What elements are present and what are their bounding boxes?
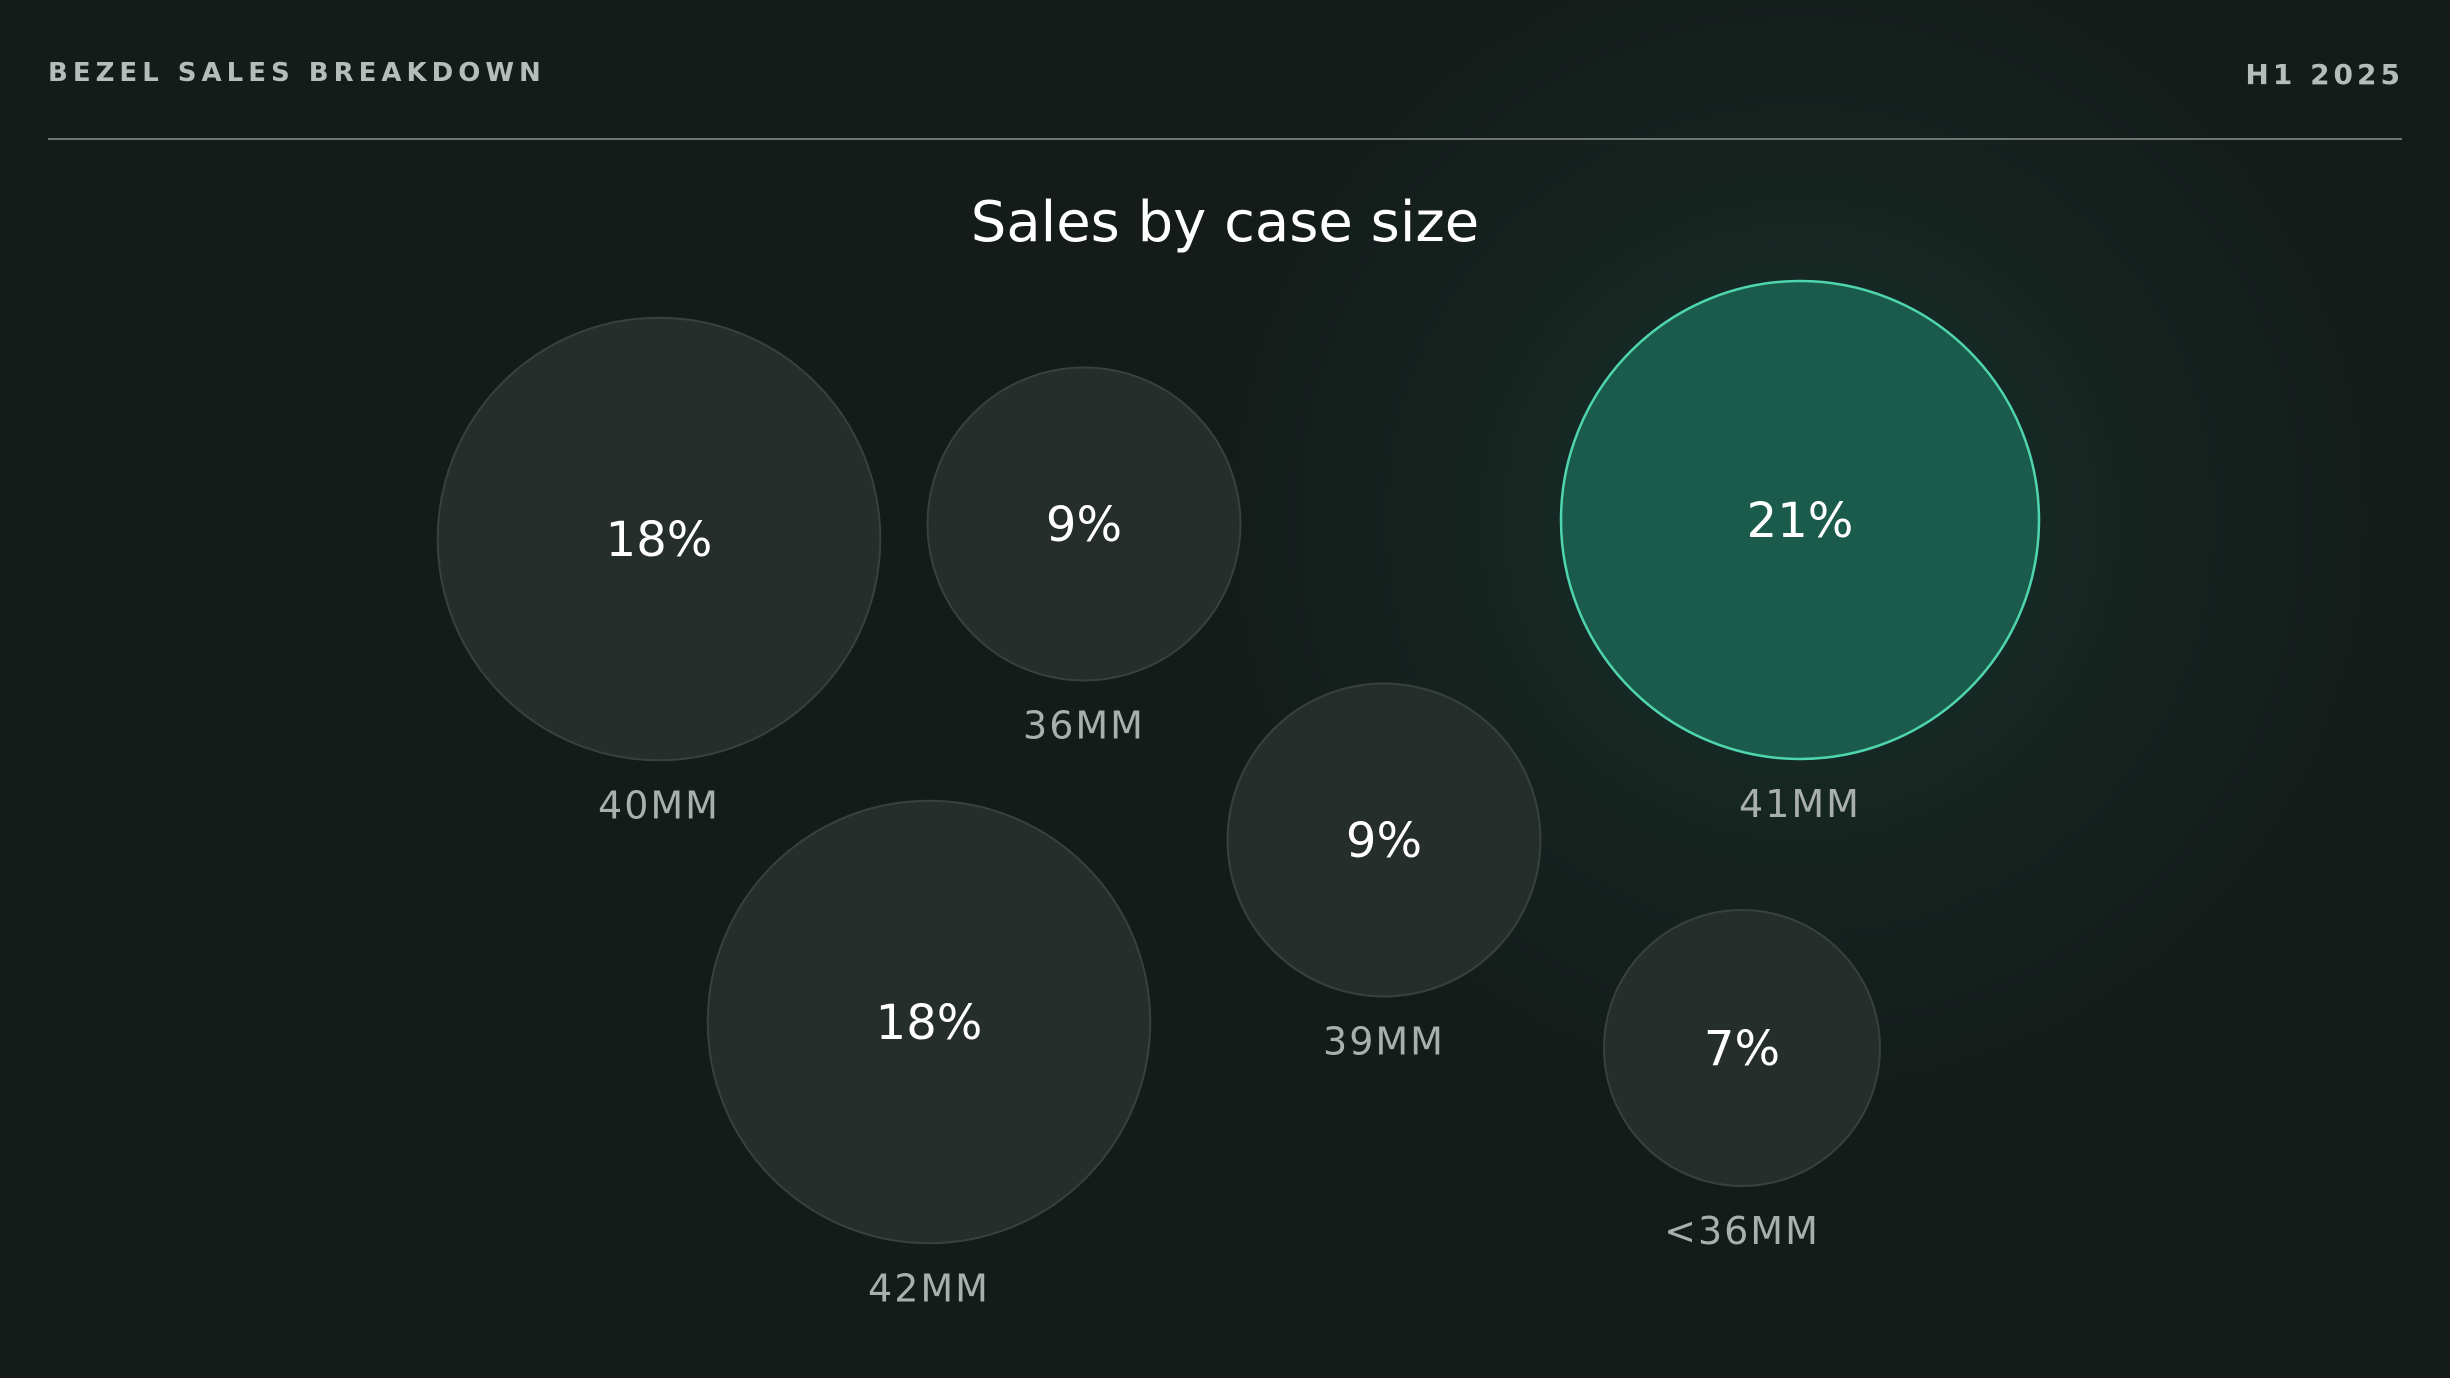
report-title: BEZEL SALES BREAKDOWN — [48, 58, 546, 88]
bubble-value-39mm: 9% — [1346, 813, 1422, 869]
bubble-circle-42mm — [706, 799, 1152, 1245]
bubble-41mm: 21% 41MM — [1559, 279, 2041, 826]
header-divider — [48, 138, 2402, 140]
bubble-value-42mm: 18% — [876, 995, 983, 1051]
bubble-42mm: 18% 42MM — [706, 799, 1152, 1310]
bubble-label-39mm: 39MM — [1323, 1019, 1445, 1063]
bubble-circle-41mm — [1559, 279, 2041, 761]
bubble-value-40mm: 18% — [606, 512, 713, 568]
bubble-value-36mm: 7% — [1704, 1021, 1780, 1077]
chart-title: Sales by case size — [970, 190, 1480, 255]
bubble-36mm: 7% <36MM — [1603, 909, 1881, 1253]
bubble-circle-36mm — [926, 366, 1242, 682]
bubble-40mm: 18% 40MM — [436, 316, 882, 827]
bubble-label-41mm: 41MM — [1739, 782, 1861, 826]
bubble-value-41mm: 21% — [1747, 493, 1854, 549]
bubble-label-36mm: 36MM — [1023, 703, 1145, 747]
bubble-39mm: 9% 39MM — [1226, 682, 1542, 1063]
period-label: H1 2025 — [2245, 58, 2404, 91]
bubble-circle-40mm — [436, 316, 882, 762]
bubble-label-36mm: <36MM — [1664, 1209, 1820, 1253]
bubble-circle-39mm — [1226, 682, 1542, 998]
bubble-label-40mm: 40MM — [598, 783, 720, 827]
bubble-circle-36mm — [1603, 909, 1881, 1187]
bubble-value-36mm: 9% — [1046, 497, 1122, 553]
bubble-label-42mm: 42MM — [868, 1266, 990, 1310]
bubble-36mm: 9% 36MM — [926, 366, 1242, 747]
